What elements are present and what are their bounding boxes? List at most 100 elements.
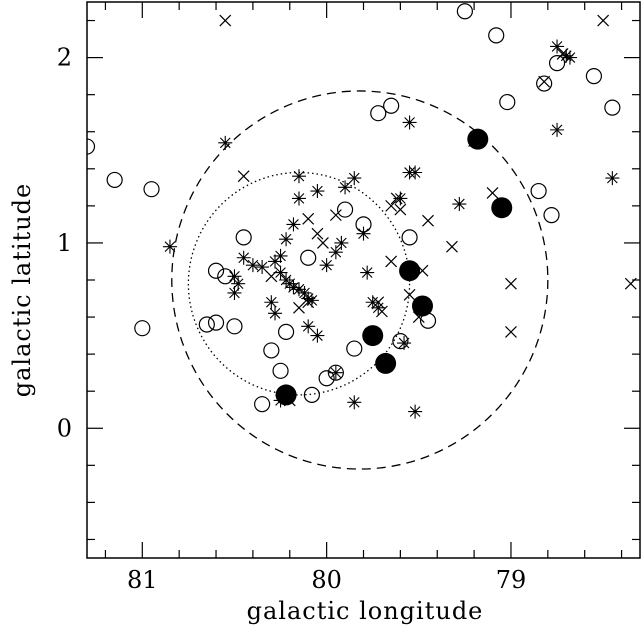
open-circle-marker xyxy=(272,362,289,379)
asterisk-marker xyxy=(605,171,620,186)
asterisk-marker xyxy=(304,293,319,308)
asterisk-marker xyxy=(273,248,288,263)
open-circle-marker xyxy=(277,323,295,340)
asterisk-marker xyxy=(286,280,301,295)
asterisk-marker xyxy=(291,191,306,206)
cross-marker xyxy=(311,227,324,240)
cross-marker xyxy=(422,214,434,227)
asterisk-marker xyxy=(356,226,371,241)
cross-marker xyxy=(597,14,610,27)
open-circle-marker xyxy=(207,314,225,331)
asterisk-marker xyxy=(334,235,349,250)
cross-marker xyxy=(394,203,407,216)
cross-marker xyxy=(302,296,315,309)
asterisk-marker xyxy=(310,328,325,343)
cross-marker xyxy=(317,237,329,249)
asterisk-marker xyxy=(559,48,574,63)
y-tick-label: 2 xyxy=(57,44,72,72)
axis-ticks xyxy=(87,2,640,558)
open-circle-marker xyxy=(585,68,603,85)
open-circle-marker xyxy=(318,370,335,387)
x-tick-labels: 81 80 79 xyxy=(127,566,526,594)
asterisk-marker xyxy=(231,276,246,291)
filled-circle-marker xyxy=(491,197,513,219)
cross-marker xyxy=(283,394,296,407)
asterisk-marker xyxy=(365,295,380,310)
cross-marker xyxy=(505,277,517,290)
asterisk-marker xyxy=(347,171,362,186)
cross-marker xyxy=(468,135,481,147)
open-circle-marker xyxy=(263,342,280,359)
open-circle-marker xyxy=(456,3,473,20)
asterisk-marker xyxy=(273,265,288,280)
asterisk-marker xyxy=(408,165,423,180)
open-circle-marker xyxy=(530,182,547,200)
asterisk-marker xyxy=(393,191,408,206)
cross-marker xyxy=(302,212,315,225)
asterisk-marker xyxy=(227,285,242,300)
asterisk-marker xyxy=(550,39,565,54)
asterisk-marker xyxy=(550,122,565,137)
cross-marker xyxy=(237,170,250,183)
asterisk-marker xyxy=(255,260,270,275)
open-circle-marker xyxy=(143,181,160,198)
asterisk-marker xyxy=(297,285,312,300)
open-circle-marker xyxy=(106,171,123,189)
open-circle-marker xyxy=(499,93,516,111)
asterisk-marker xyxy=(264,295,279,310)
open-circle-marker xyxy=(226,318,243,335)
open-circle-marker xyxy=(336,201,354,218)
asterisk-marker xyxy=(360,265,375,280)
filled-circle-marker xyxy=(467,128,489,150)
y-axis-title: galactic latitude xyxy=(8,183,36,397)
cross-marker xyxy=(376,305,388,318)
data-points-layer xyxy=(87,3,637,419)
cross-marker xyxy=(412,311,425,323)
open-circle-marker xyxy=(401,229,418,246)
cross-marker xyxy=(265,270,278,283)
filled-circle-marker xyxy=(375,352,397,374)
cross-marker xyxy=(495,199,508,212)
filled-circle-marker xyxy=(411,295,433,317)
open-circle-marker xyxy=(548,55,566,72)
open-circle-marker xyxy=(207,262,225,279)
open-circle-marker xyxy=(303,386,320,404)
asterisk-marker xyxy=(291,169,306,184)
asterisk-marker xyxy=(236,250,251,265)
asterisk-marker xyxy=(328,245,343,260)
asterisk-marker xyxy=(227,269,242,284)
asterisk-marker xyxy=(338,180,353,195)
x-tick-label: 79 xyxy=(496,566,527,594)
cross-marker xyxy=(556,47,569,60)
asterisk-marker xyxy=(310,184,325,199)
cross-marker xyxy=(385,255,398,268)
open-circle-marker xyxy=(392,333,409,350)
open-circle-marker xyxy=(198,316,215,333)
asterisk-marker xyxy=(301,319,316,334)
x-axis-title: galactic longitude xyxy=(247,597,484,625)
open-circle-marker xyxy=(543,207,560,224)
cross-marker xyxy=(329,209,342,222)
cross-marker xyxy=(293,301,305,314)
y-tick-label: 0 xyxy=(57,414,72,442)
asterisk-marker xyxy=(218,135,233,150)
annotation-layer xyxy=(171,90,549,470)
open-circle-marker xyxy=(536,75,553,92)
asterisk-marker xyxy=(301,291,316,306)
open-circle-marker xyxy=(346,340,363,357)
asterisk-marker xyxy=(562,50,577,65)
open-circle-marker xyxy=(300,249,317,266)
cross-marker xyxy=(446,240,458,253)
asterisk-marker xyxy=(328,365,343,380)
cross-marker xyxy=(219,14,232,27)
cross-marker xyxy=(416,264,429,277)
cross-marker xyxy=(372,296,385,309)
dashed-region-circle xyxy=(171,90,549,470)
asterisk-marker xyxy=(408,404,423,419)
filled-circle-marker xyxy=(362,325,384,347)
y-tick-labels: 0 1 2 xyxy=(57,44,72,443)
cross-marker xyxy=(538,75,551,88)
asterisk-marker xyxy=(291,282,306,297)
